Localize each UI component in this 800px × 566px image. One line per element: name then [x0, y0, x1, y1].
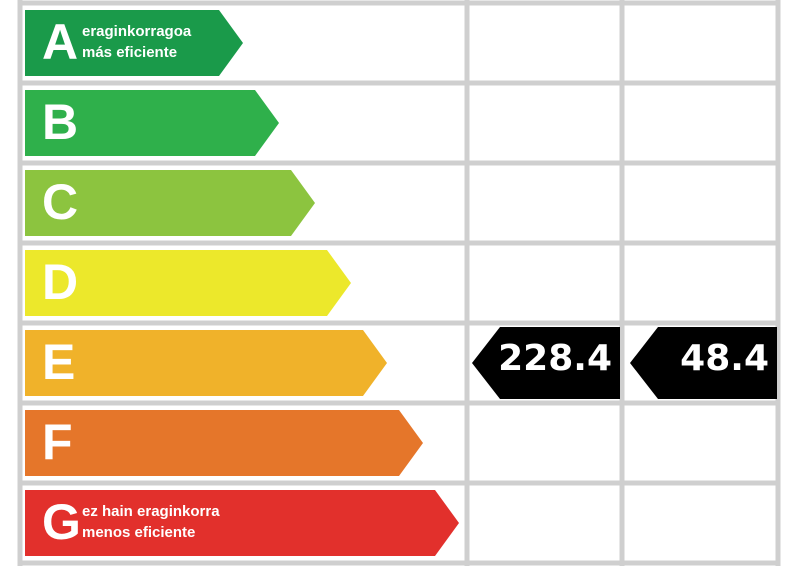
class-letter: G [42, 494, 81, 550]
class-letter: F [42, 414, 73, 470]
rating-value: 228.4 [498, 338, 612, 379]
class-arrow [25, 330, 387, 396]
rating-value: 48.4 [680, 338, 769, 379]
class-letter: A [42, 14, 78, 70]
class-arrow [25, 490, 459, 556]
class-arrow [25, 250, 351, 316]
class-arrow [25, 170, 315, 236]
rating-indicator [472, 327, 620, 399]
rating-indicator [630, 327, 777, 399]
class-letter: C [42, 174, 78, 230]
class-arrow [25, 410, 423, 476]
class-caption: más eficiente [82, 44, 177, 61]
class-letter: D [42, 254, 78, 310]
class-caption: ez hain eraginkorra [82, 503, 220, 520]
class-caption: menos eficiente [82, 524, 195, 541]
class-letter: E [42, 334, 75, 390]
class-arrow [25, 90, 279, 156]
class-caption: eraginkorragoa [82, 23, 192, 40]
class-arrow [25, 10, 243, 76]
class-letter: B [42, 94, 78, 150]
